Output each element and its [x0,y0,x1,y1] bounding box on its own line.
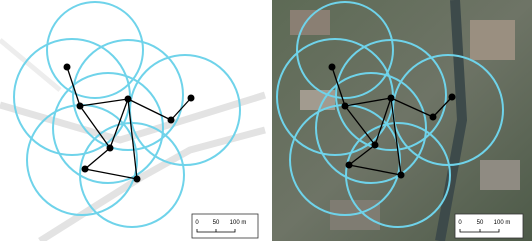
node [329,64,336,71]
node [77,103,84,110]
node [430,114,437,121]
building [290,10,330,35]
aerial-panel: 0 50 100 m [272,0,532,241]
figure: 0 50 100 m [0,0,532,241]
map-background [0,0,265,241]
scale-bar: 0 50 100 m [192,214,258,238]
scale-box [455,214,523,238]
node [342,103,349,110]
node [125,96,132,103]
scale-box [192,214,258,238]
node [346,162,353,169]
scale-label: 100 m [230,220,247,226]
node [398,172,405,179]
node [388,95,395,102]
scale-label: 50 [213,220,220,226]
node [188,95,195,102]
node [82,166,89,173]
map-panel: 0 50 100 m [0,0,265,241]
scale-bar: 0 50 100 m [455,214,523,238]
node [64,64,71,71]
node [449,94,456,101]
node [134,176,141,183]
scale-label: 100 m [494,220,511,226]
node [107,145,114,152]
building [480,160,520,190]
building [470,20,515,60]
scale-label: 50 [477,220,484,226]
node [372,142,379,149]
node [168,117,175,124]
